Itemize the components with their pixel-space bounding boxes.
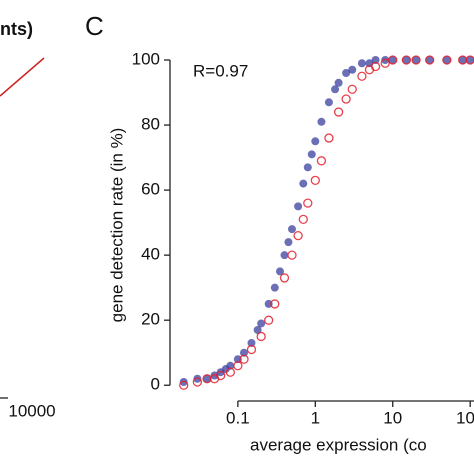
point [257,319,266,328]
point [287,250,297,260]
point [388,55,398,65]
point [256,331,266,342]
point [280,251,289,260]
point [347,84,357,94]
point [411,55,421,65]
x-axis-label: average expression (co [250,435,427,454]
y-tick-label: 80 [141,115,160,134]
point [293,230,303,241]
point [357,59,366,68]
point [401,55,412,65]
point [298,214,308,225]
point [284,238,293,247]
point [334,78,343,87]
point [348,65,357,74]
point [425,56,434,64]
panel-fragment-title: nts) [0,19,33,39]
point [193,374,202,383]
x-tick-label: 1 [311,408,320,427]
point [192,377,203,387]
point [233,361,243,371]
point [333,107,344,117]
point [303,198,313,208]
x-tick-label: 0.1 [226,408,250,427]
point [216,370,226,381]
point [381,56,390,64]
x-tick-label: 100 [456,408,474,427]
point [247,338,256,347]
point [357,71,367,81]
y-tick-label: 20 [141,310,160,329]
point [316,156,327,166]
point [307,150,316,159]
fragment-line [0,57,45,97]
point [442,56,451,64]
point [275,267,284,276]
x-tick-label: 10 [383,408,402,427]
y-axis-label: gene detection rate (in %) [107,128,126,323]
y-tick-label: 60 [141,180,160,199]
point [341,94,351,104]
annotation: R=0.97 [193,61,248,80]
point [425,55,435,65]
point [370,61,381,72]
point [380,58,390,68]
x-tick-label: 10000 [8,401,55,420]
point [466,56,474,64]
point [179,377,188,386]
point [342,69,351,78]
y-tick-label: 100 [132,49,160,68]
y-tick-label: 40 [141,245,160,264]
point [303,163,312,172]
point [465,55,474,65]
point [203,374,212,383]
point [388,56,397,64]
point [402,56,411,64]
point [287,225,296,234]
point [310,175,320,185]
point [270,299,280,309]
point [412,56,421,64]
point [458,56,467,64]
point [324,133,334,143]
point [442,55,452,65]
point [311,137,320,146]
point [253,325,262,334]
point [371,56,380,64]
point [239,354,249,364]
point [331,85,340,94]
point [299,179,308,188]
point [226,361,235,370]
point [317,117,326,126]
y-tick-label: 0 [151,375,160,394]
point [270,283,279,292]
point [246,344,257,355]
point [324,98,333,107]
point [279,273,290,283]
point [294,202,303,211]
point [264,315,274,325]
point [239,348,248,357]
point [225,367,235,377]
point [179,380,189,390]
panel-label: C [85,11,104,41]
